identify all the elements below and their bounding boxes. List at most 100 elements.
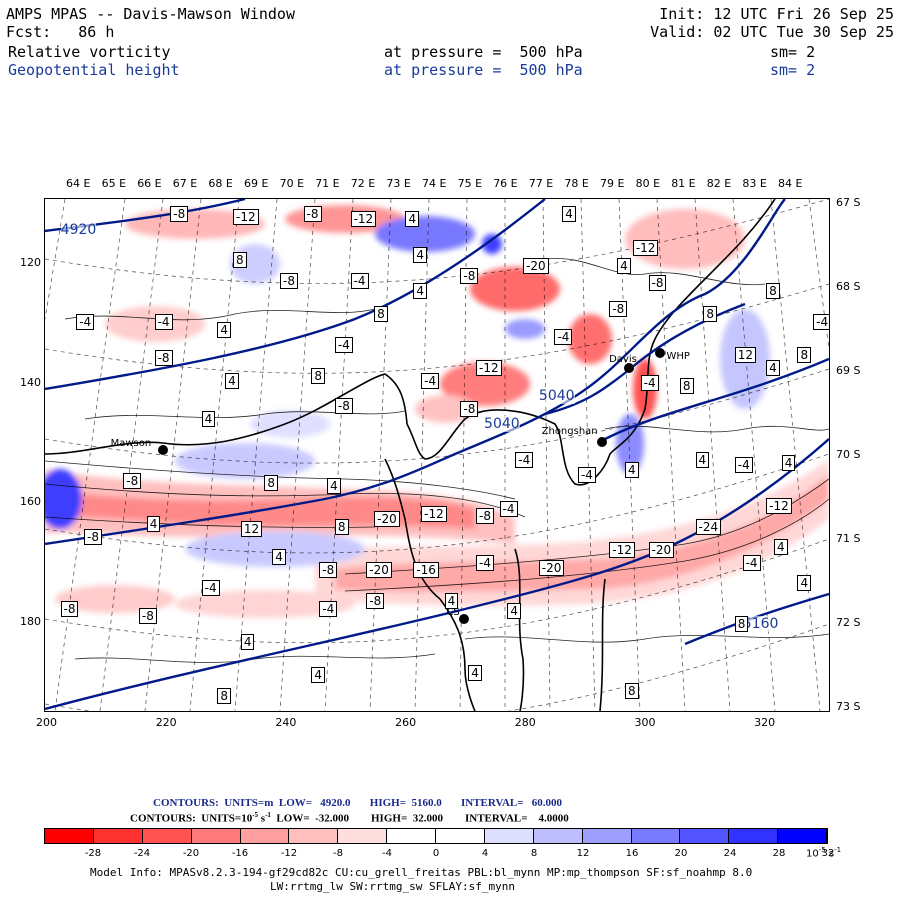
field1-name: Relative vorticity <box>8 43 171 61</box>
contour-value-label: -4 <box>76 313 95 330</box>
station-label: CS <box>446 606 460 618</box>
height-contour-info: CONTOURS: UNITS=m LOW= 4920.0 HIGH= 5160… <box>153 797 563 809</box>
longitude-label: 68 E <box>208 177 233 190</box>
contour-value-label: 8 <box>734 615 749 632</box>
contour-value-label: 8 <box>766 283 780 300</box>
cb-units-s: s <box>825 848 835 860</box>
contour-value-label: -4 <box>640 375 659 392</box>
cb-units-exp1: -5 <box>818 846 826 854</box>
colorbar-swatch <box>631 829 681 843</box>
contour-value-label: -8 <box>123 472 142 489</box>
colorbar-swatch <box>533 829 583 843</box>
contour-value-label: 4 <box>562 206 576 223</box>
contour-value-label: 4 <box>625 462 639 479</box>
contour-value-label: 4 <box>327 477 341 494</box>
vort-units-exp1: -5 <box>252 811 259 819</box>
colorbar-swatch <box>680 829 730 843</box>
contour-value-label: 8 <box>264 475 278 492</box>
plot-title: AMPS MPAS -- Davis-Mawson Window <box>6 5 295 23</box>
contour-value-label: -8 <box>84 528 102 545</box>
contour-value-label: 8 <box>334 518 349 535</box>
x-tick-label: 320 <box>754 716 776 729</box>
init-time: Init: 12 UTC Fri 26 Sep 25 <box>659 5 894 23</box>
contour-value-label: 4 <box>240 633 255 650</box>
contour-value-label: -8 <box>170 206 189 223</box>
contour-value-label: -8 <box>460 267 479 284</box>
colorbar <box>44 828 828 844</box>
contour-value-label: 8 <box>311 367 326 384</box>
vort-units-exp2: -1 <box>265 811 271 819</box>
contour-value-label: 12 <box>240 521 263 538</box>
valid-time: Valid: 02 UTC Tue 30 Sep 25 <box>650 23 894 41</box>
colorbar-swatch <box>778 829 827 843</box>
field2-smooth: sm= 2 <box>770 61 816 79</box>
colorbar-label: -20 <box>182 848 200 859</box>
contour-value-label: 4 <box>444 592 459 609</box>
cb-units-base: 10 <box>806 848 819 860</box>
colorbar-swatch <box>142 829 192 843</box>
longitude-label: 82 E <box>706 177 732 190</box>
latitude-label: 69 S <box>836 364 861 377</box>
contour-value-label: 4 <box>468 664 482 681</box>
contour-value-label: 4 <box>507 603 522 620</box>
contour-value-label: 4 <box>405 211 420 228</box>
contour-value-label: 8 <box>679 377 694 394</box>
colorbar-swatch <box>436 829 485 843</box>
longitude-label: 77 E <box>528 177 554 190</box>
contour-value-label: -4 <box>499 500 518 517</box>
x-tick-label: 200 <box>36 716 57 729</box>
contour-value-label: 4 <box>413 247 427 264</box>
contour-value-label: -12 <box>609 541 635 558</box>
contour-value-label: -12 <box>350 211 377 228</box>
contour-value-label: -16 <box>413 562 439 579</box>
field2-level: at pressure = 500 hPa <box>384 61 583 79</box>
colorbar-label: -4 <box>382 848 392 859</box>
colorbar-swatch <box>191 829 241 843</box>
y-tick-label: 120 <box>20 256 41 269</box>
height-contour-label: 5160 <box>742 615 779 632</box>
contour-value-label: -8 <box>366 592 385 609</box>
contour-value-label: 4 <box>146 516 161 533</box>
station-label: Davis <box>609 353 637 365</box>
latitude-label: 67 S <box>836 196 861 209</box>
colorbar-label: -28 <box>84 848 102 859</box>
contour-value-label: 4 <box>781 454 796 471</box>
contour-value-label: -12 <box>632 239 659 256</box>
colorbar-label: -12 <box>280 848 298 859</box>
latitude-label: 72 S <box>836 616 861 629</box>
colorbar-label: 4 <box>481 848 489 859</box>
contour-value-label: -8 <box>648 275 667 292</box>
model-info: Model Info: MPASv8.2.3-194-gf29cd82c CU:… <box>90 866 753 879</box>
colorbar-swatch <box>387 829 436 843</box>
contour-value-label: -8 <box>334 398 353 415</box>
longitude-label: 80 E <box>635 177 661 190</box>
contour-value-label: -20 <box>523 257 549 274</box>
colorbar-swatch <box>240 829 290 843</box>
field1-smooth: sm= 2 <box>770 43 816 61</box>
contour-value-label: -4 <box>319 600 338 617</box>
contour-value-label: -8 <box>280 272 298 289</box>
contour-value-label: 8 <box>217 687 231 704</box>
longitude-label: 66 E <box>137 177 162 190</box>
x-tick-label: 300 <box>634 716 656 729</box>
cb-units-exp2: -1 <box>834 846 842 854</box>
colorbar-label: 0 <box>432 848 440 859</box>
longitude-label: 72 E <box>350 177 376 190</box>
longitude-label: 69 E <box>244 177 269 190</box>
contour-value-label: -4 <box>334 336 353 353</box>
contour-value-label: 4 <box>695 452 710 469</box>
field1-level: at pressure = 500 hPa <box>384 43 583 61</box>
colorbar-swatch <box>93 829 143 843</box>
contour-value-label: -4 <box>742 554 761 571</box>
colorbar-swatch <box>582 829 632 843</box>
x-tick-label: 260 <box>395 716 417 729</box>
contour-value-label: -4 <box>734 457 753 474</box>
colorbar-label: 20 <box>674 848 688 859</box>
x-tick-label: 220 <box>155 716 177 729</box>
longitude-label: 76 E <box>493 177 518 190</box>
station-dot-icon <box>157 444 168 455</box>
longitude-label: 84 E <box>778 177 803 190</box>
colorbar-swatch <box>484 829 534 843</box>
vort-units-base: CONTOURS: UNITS=10 <box>130 812 253 825</box>
vorticity-contour-info: CONTOURS: UNITS=10-5 s-1 LOW= -32.000 HI… <box>130 811 569 825</box>
